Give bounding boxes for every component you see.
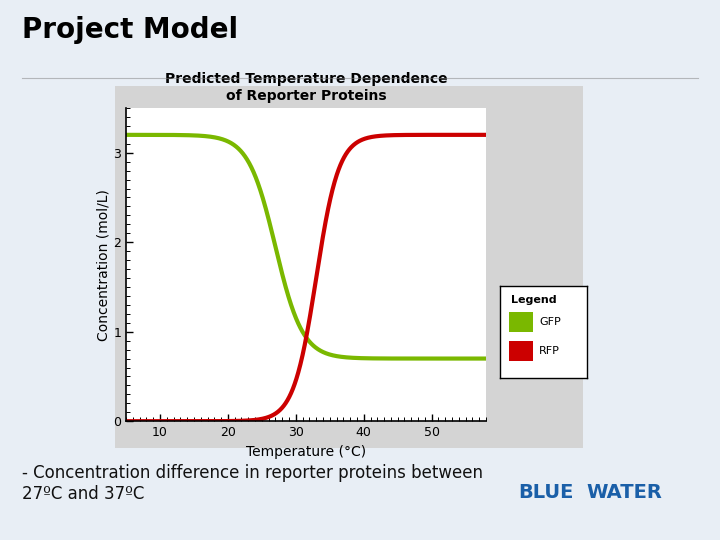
X-axis label: Temperature (°C): Temperature (°C)	[246, 444, 366, 458]
Y-axis label: Concentration (mol/L): Concentration (mol/L)	[96, 188, 110, 341]
Text: WATER: WATER	[587, 483, 662, 502]
FancyBboxPatch shape	[509, 312, 534, 332]
Text: Legend: Legend	[510, 295, 557, 306]
Text: BLUE: BLUE	[518, 483, 574, 502]
FancyBboxPatch shape	[509, 341, 534, 361]
Text: Project Model: Project Model	[22, 16, 238, 44]
Text: RFP: RFP	[539, 346, 560, 356]
Text: - Concentration difference in reporter proteins between
27ºC and 37ºC: - Concentration difference in reporter p…	[22, 464, 482, 503]
Text: GFP: GFP	[539, 317, 561, 327]
Title: Predicted Temperature Dependence
of Reporter Proteins: Predicted Temperature Dependence of Repo…	[165, 72, 447, 103]
